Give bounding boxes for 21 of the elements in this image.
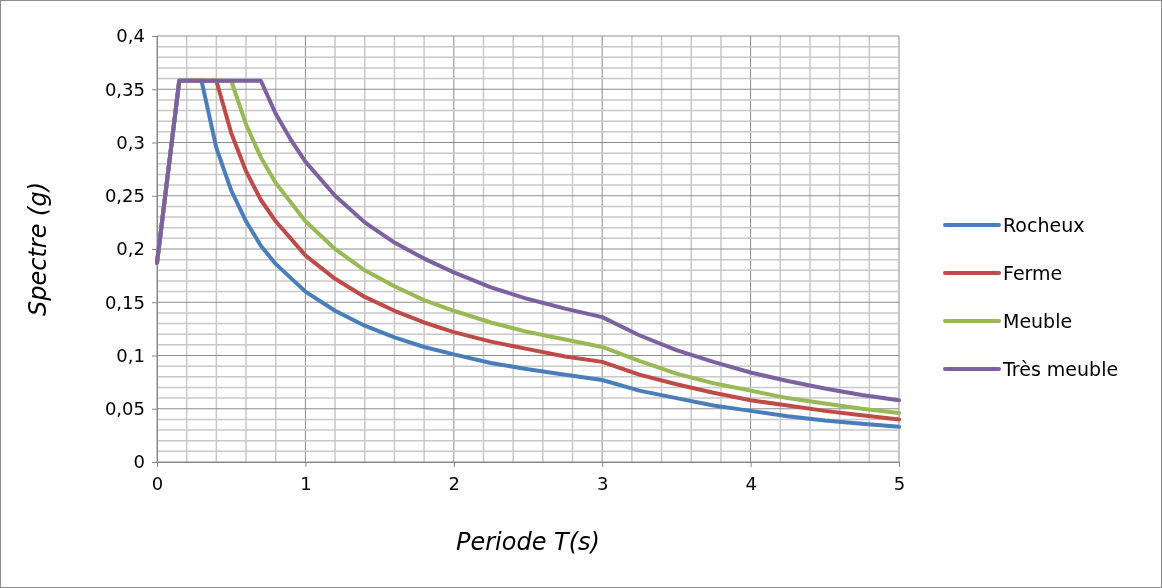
y-tick-label: 0,25 <box>104 185 145 207</box>
y-tick-label: 0,35 <box>104 78 145 100</box>
legend-label: Rocheux <box>1003 213 1085 236</box>
x-tick-label: 1 <box>300 472 312 494</box>
x-tick-label: 5 <box>893 472 906 494</box>
x-tick-label: 3 <box>596 472 609 494</box>
x-tick-label: 4 <box>745 472 757 494</box>
y-tick-label: 0,4 <box>116 25 145 47</box>
legend-label: Meuble <box>1003 309 1073 332</box>
y-axis-title: Spectre (g) <box>24 181 52 317</box>
y-tick-label: 0,2 <box>116 238 145 260</box>
y-tick-label: 0 <box>133 451 145 473</box>
x-axis-title: Periode T(s) <box>456 528 600 556</box>
y-tick-label: 0,15 <box>104 291 145 313</box>
y-tick-label: 0,1 <box>116 344 145 366</box>
x-tick-label: 0 <box>151 472 164 494</box>
y-tick-label: 0,05 <box>104 398 145 420</box>
y-tick-label: 0,3 <box>116 131 145 153</box>
x-tick-label: 2 <box>448 472 461 494</box>
legend-label: Très meuble <box>1002 357 1119 380</box>
legend-label: Ferme <box>1003 261 1063 284</box>
